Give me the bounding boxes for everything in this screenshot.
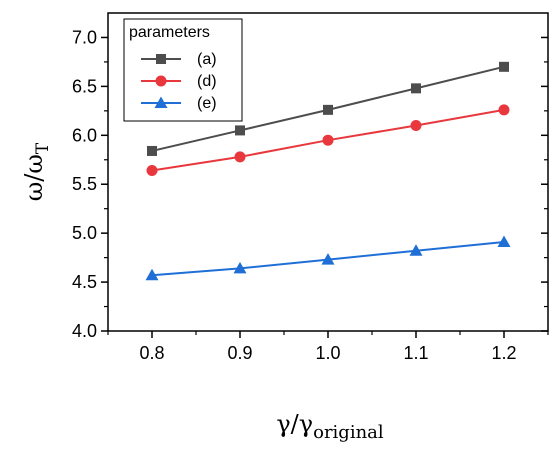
x-tick-label: 1.2 [491, 343, 516, 363]
y-tick-label: 4.0 [72, 321, 97, 341]
y-tick-label: 6.0 [72, 125, 97, 145]
x-tick-label: 0.9 [227, 343, 252, 363]
data-point [146, 165, 158, 177]
x-tick-label: 1.0 [315, 343, 340, 363]
data-point [323, 104, 333, 115]
legend-marker [155, 75, 167, 87]
x-axis-label-sub: original [313, 422, 384, 443]
series-0 [147, 61, 509, 156]
data-point [497, 235, 511, 247]
legend-marker [156, 54, 166, 64]
legend-title: parameters [129, 24, 210, 41]
y-tick-label: 5.0 [72, 223, 97, 243]
series-1 [146, 104, 510, 177]
series-2 [145, 235, 511, 281]
y-axis-label-sub: T [33, 142, 53, 154]
data-point [409, 244, 423, 256]
data-point [321, 253, 335, 265]
data-point [235, 125, 245, 136]
y-tick-label: 6.5 [72, 76, 97, 96]
legend-label: (a) [197, 51, 217, 68]
legend-label: (d) [197, 73, 217, 90]
data-point [498, 104, 510, 116]
x-axis-label: γ/γoriginal [276, 410, 384, 443]
legend-marker [154, 96, 168, 108]
data-point [322, 134, 334, 146]
y-axis-label: ω/ωT [20, 142, 53, 201]
data-point [499, 61, 509, 72]
y-tick-label: 5.5 [72, 174, 97, 194]
data-point [411, 83, 421, 94]
y-axis-label-main: ω/ω [20, 154, 48, 201]
series-layer [145, 61, 511, 281]
y-tick-label: 7.0 [72, 27, 97, 47]
data-point [145, 268, 159, 281]
x-tick-label: 0.8 [139, 343, 164, 363]
legend: parameters (a) (d) (e) [123, 18, 243, 122]
x-tick-label: 1.1 [403, 343, 428, 363]
axis-ticks: 4.0 4.5 5.0 5.5 6.0 6.5 7.0 0.8 0.9 1.0 1.1 1.2 [72, 27, 549, 363]
y-tick-label: 4.5 [72, 272, 97, 292]
data-point [147, 145, 157, 156]
data-point [410, 120, 422, 132]
legend-label: (e) [197, 95, 217, 112]
x-axis-label-main: γ/γ [276, 410, 313, 438]
data-point [234, 151, 246, 163]
data-point [233, 261, 247, 274]
